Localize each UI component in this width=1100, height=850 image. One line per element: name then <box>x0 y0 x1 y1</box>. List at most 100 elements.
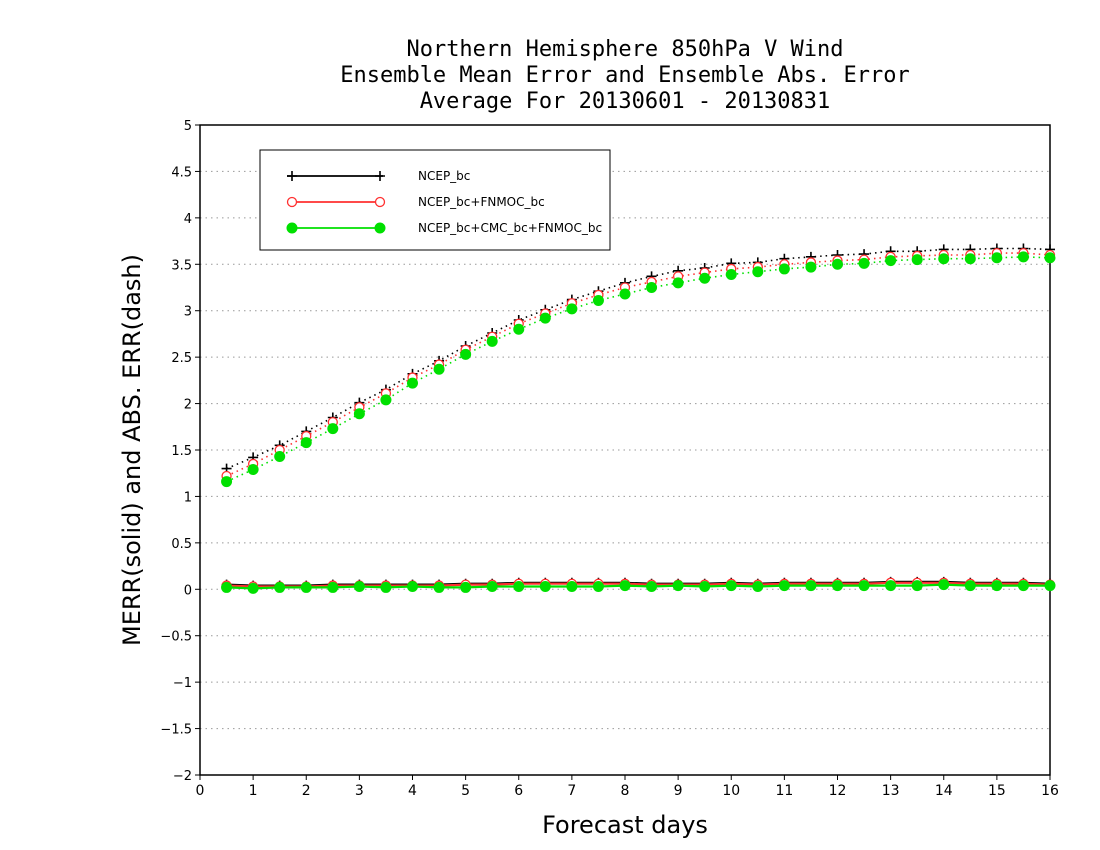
y-tick-label: 1.5 <box>171 444 192 459</box>
x-tick-label: 0 <box>196 783 205 799</box>
abs-err-point <box>327 423 339 435</box>
mean-err-point <box>433 581 445 593</box>
legend-marker <box>375 171 385 181</box>
mean-err-point <box>566 581 578 592</box>
x-tick-label: 3 <box>355 783 364 799</box>
abs-err-point <box>1044 252 1056 264</box>
x-tick-label: 4 <box>408 783 417 799</box>
abs-err-point <box>407 377 418 389</box>
mean-err-point <box>592 581 604 592</box>
legend-marker <box>374 222 386 234</box>
y-tick-label: 0 <box>184 583 192 598</box>
y-tick-label: 1 <box>184 490 192 505</box>
abs-err-point <box>964 253 976 265</box>
grid-lines <box>200 170 1050 730</box>
series-0 <box>221 243 1055 591</box>
abs-err-point <box>433 363 445 375</box>
legend-label: NCEP_bc+CMC_bc+FNMOC_bc <box>418 221 602 235</box>
abs-err-point <box>274 451 286 462</box>
abs-err-point <box>778 263 790 275</box>
abs-err-point <box>911 254 923 266</box>
mean-err-point <box>858 580 870 592</box>
y-tick-label: −2 <box>173 769 192 784</box>
x-tick-label: 12 <box>829 783 847 799</box>
x-tick-label: 11 <box>775 783 793 799</box>
mean-err-point <box>672 580 684 592</box>
mean-err-point <box>1044 580 1056 592</box>
mean-err-point <box>539 581 551 592</box>
abs-err-point <box>752 266 764 278</box>
abs-err-point <box>221 476 233 488</box>
mean-err-point <box>938 579 950 591</box>
y-tick-label: 3.5 <box>171 258 192 273</box>
mean-err-point <box>991 580 1003 592</box>
x-tick-label: 13 <box>882 783 900 799</box>
mean-err-point <box>699 581 711 592</box>
abs-err-point <box>991 252 1003 264</box>
chart-title-line-1: Northern Hemisphere 850hPa V Wind <box>406 37 844 62</box>
abs-err-point <box>699 272 711 284</box>
y-tick-label: 2.5 <box>171 351 192 366</box>
x-tick-label: 14 <box>935 783 953 799</box>
abs-err-point <box>592 295 604 306</box>
y-tick-label: 0.5 <box>171 537 192 552</box>
x-tick-label: 9 <box>674 783 683 799</box>
abs-err-point <box>513 323 525 335</box>
abs-err-point <box>247 464 259 475</box>
chart-title-line-3: Average For 20130601 - 20130831 <box>419 89 831 114</box>
mean-err-point <box>832 580 843 592</box>
abs-err-line <box>226 256 1051 483</box>
abs-err-point <box>832 258 843 270</box>
abs-err-point <box>725 269 737 280</box>
y-tick-label: 4.5 <box>171 165 192 180</box>
y-tick-label: 3 <box>184 305 192 320</box>
mean-err-point <box>353 581 365 592</box>
x-tick-label: 5 <box>461 783 470 799</box>
abs-err-point <box>619 288 631 300</box>
abs-err-point <box>672 277 684 289</box>
mean-err-point <box>752 581 764 592</box>
legend: NCEP_bc NCEP_bc+FNMOC_bc NCEP_bc+CMC_bc+FN… <box>259 149 611 251</box>
abs-err-point <box>646 282 658 293</box>
y-tick-label: −0.5 <box>160 630 192 645</box>
mean-err-point <box>486 581 498 592</box>
x-tick-label: 2 <box>302 783 311 799</box>
abs-err-point <box>353 408 365 420</box>
mean-err-point <box>805 580 817 592</box>
y-tick-label: 5 <box>184 119 192 134</box>
legend-marker <box>286 196 298 208</box>
mean-err-point <box>619 580 631 592</box>
series-2 <box>221 251 1056 594</box>
mean-err-point <box>274 581 286 593</box>
x-axis-label: Forecast days <box>542 811 708 839</box>
legend-marker <box>286 222 298 234</box>
legend-label: NCEP_bc+FNMOC_bc <box>418 195 545 209</box>
mean-err-point <box>247 582 259 594</box>
legend-label: NCEP_bc <box>418 169 470 183</box>
mean-err-point <box>1017 580 1029 592</box>
abs-err-point <box>805 261 817 273</box>
x-tick-label: 7 <box>567 783 576 799</box>
mean-err-point <box>380 581 392 593</box>
mean-err-point <box>911 580 923 592</box>
abs-err-point <box>566 303 578 315</box>
abs-err-point <box>885 255 897 267</box>
mean-err-point <box>646 581 658 592</box>
x-tick-label: 16 <box>1041 783 1059 799</box>
y-tick-label: −1 <box>173 676 192 691</box>
mean-err-point <box>407 581 418 592</box>
mean-err-point <box>725 580 737 592</box>
abs-err-point <box>460 348 472 360</box>
mean-err-point <box>300 581 312 593</box>
x-tick-label: 15 <box>988 783 1006 799</box>
x-axis-ticks: 0 1 2 3 4 5 6 7 8 9 10 11 12 13 14 15 16 <box>196 775 1059 799</box>
abs-err-line <box>226 247 1051 470</box>
y-axis-label: MERR(solid) and ABS. ERR(dash) <box>118 254 146 646</box>
legend-items: NCEP_bc NCEP_bc+FNMOC_bc NCEP_bc+CMC_bc+FN… <box>286 169 602 235</box>
mean-err-point <box>778 580 790 592</box>
mean-err-point <box>327 581 339 593</box>
abs-err-point <box>300 437 312 449</box>
legend-box <box>259 149 611 251</box>
legend-marker <box>374 196 386 208</box>
